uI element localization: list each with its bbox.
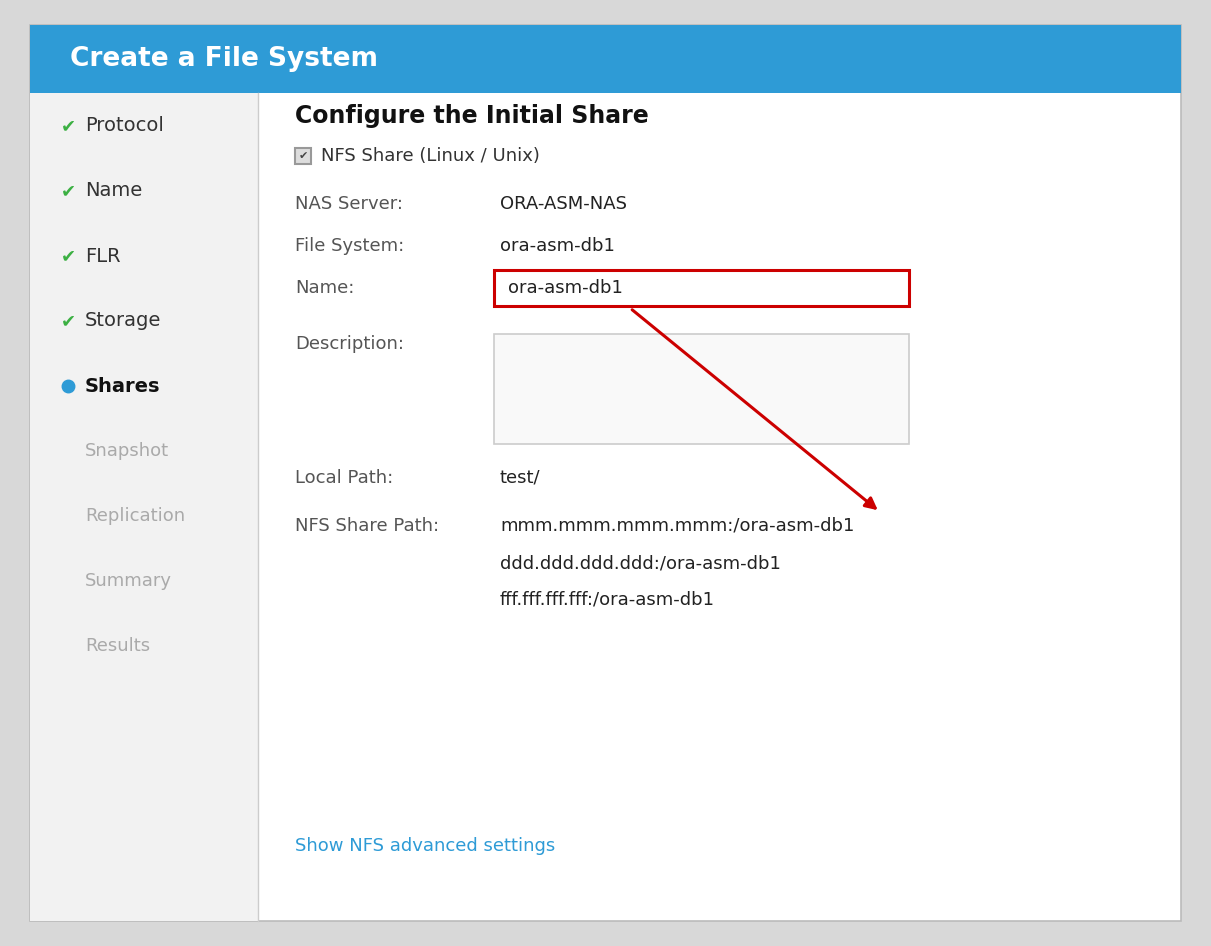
- Text: Show NFS advanced settings: Show NFS advanced settings: [295, 837, 556, 855]
- Text: ✔: ✔: [298, 151, 308, 161]
- Text: test/: test/: [500, 469, 540, 487]
- Bar: [30, 93, 258, 921]
- Bar: [30, 25, 1181, 93]
- Text: ORA-ASM-NAS: ORA-ASM-NAS: [500, 195, 627, 213]
- Text: Description:: Description:: [295, 335, 404, 353]
- Text: Protocol: Protocol: [85, 116, 163, 135]
- Text: Replication: Replication: [85, 507, 185, 525]
- Text: Name:: Name:: [295, 279, 355, 297]
- Text: NAS Server:: NAS Server:: [295, 195, 403, 213]
- Text: ✔: ✔: [61, 182, 75, 200]
- Bar: [494, 270, 909, 306]
- Text: Snapshot: Snapshot: [85, 442, 170, 460]
- Text: ✔: ✔: [61, 117, 75, 135]
- Text: NFS Share Path:: NFS Share Path:: [295, 517, 440, 535]
- Bar: [295, 148, 311, 164]
- Text: FLR: FLR: [85, 247, 121, 266]
- Text: Summary: Summary: [85, 572, 172, 590]
- Text: Configure the Initial Share: Configure the Initial Share: [295, 104, 649, 128]
- Text: File System:: File System:: [295, 237, 404, 255]
- Text: Results: Results: [85, 637, 150, 655]
- Text: Name: Name: [85, 182, 142, 201]
- Text: Storage: Storage: [85, 311, 161, 330]
- Text: ora-asm-db1: ora-asm-db1: [500, 237, 615, 255]
- Text: NFS Share (Linux / Unix): NFS Share (Linux / Unix): [321, 147, 540, 165]
- Text: ddd.ddd.ddd.ddd:/ora-asm-db1: ddd.ddd.ddd.ddd:/ora-asm-db1: [500, 554, 781, 572]
- Text: ora-asm-db1: ora-asm-db1: [507, 279, 622, 297]
- Text: ✔: ✔: [61, 312, 75, 330]
- Bar: [494, 334, 909, 444]
- Text: fff.fff.fff.fff:/ora-asm-db1: fff.fff.fff.fff:/ora-asm-db1: [500, 591, 714, 609]
- Text: mmm.mmm.mmm.mmm:/ora-asm-db1: mmm.mmm.mmm.mmm:/ora-asm-db1: [500, 517, 855, 535]
- Text: Local Path:: Local Path:: [295, 469, 394, 487]
- Text: ✔: ✔: [61, 247, 75, 265]
- Text: Create a File System: Create a File System: [70, 46, 378, 72]
- Text: Shares: Shares: [85, 377, 161, 395]
